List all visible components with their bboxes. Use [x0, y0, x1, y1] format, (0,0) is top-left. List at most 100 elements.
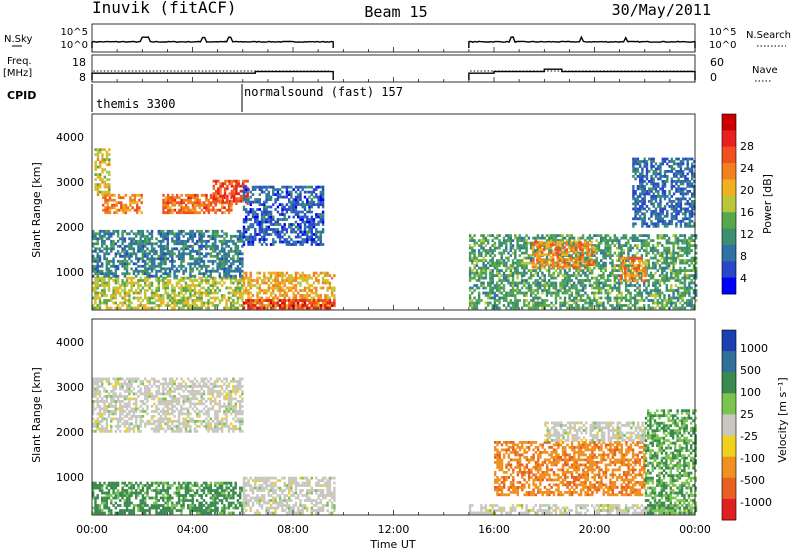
power-cell	[531, 243, 535, 247]
power-cell	[297, 276, 300, 280]
power-cell	[549, 240, 553, 244]
power-cell	[150, 284, 154, 287]
power-cell	[595, 281, 598, 285]
power-cell	[288, 200, 291, 204]
power-cell	[141, 259, 145, 263]
power-cell	[532, 306, 535, 310]
power-cell	[591, 244, 594, 247]
power-cell	[658, 274, 662, 277]
power-cell	[471, 251, 474, 255]
power-cell	[235, 199, 238, 203]
power-cell	[242, 235, 246, 239]
power-cell	[141, 306, 145, 310]
power-cell	[477, 249, 481, 252]
power-cell	[241, 296, 244, 300]
power-cell	[223, 192, 227, 196]
power-cell	[299, 198, 302, 201]
power-cell	[317, 301, 320, 305]
power-cell	[301, 238, 304, 241]
power-cell	[597, 261, 601, 265]
power-cell	[92, 264, 95, 268]
power-cell	[144, 254, 147, 258]
power-cell	[153, 259, 156, 263]
power-cell	[123, 229, 127, 233]
power-cell	[171, 252, 174, 256]
power-cell	[216, 257, 219, 261]
power-cell	[487, 266, 490, 270]
power-cell	[597, 301, 601, 305]
power-cell	[196, 198, 199, 202]
power-cell	[633, 289, 637, 292]
power-cell	[489, 276, 492, 280]
power-cell	[688, 251, 691, 255]
power-cell	[477, 266, 481, 270]
power-cell	[303, 233, 307, 236]
power-cell	[121, 262, 124, 266]
power-cell	[260, 279, 264, 282]
power-cell	[509, 269, 512, 272]
power-cell	[628, 279, 632, 283]
power-cell	[290, 185, 293, 189]
power-cell	[661, 234, 664, 237]
power-cell	[125, 267, 129, 271]
power-cell	[150, 306, 154, 310]
power-cell	[182, 206, 186, 210]
power-cell	[191, 247, 194, 251]
power-cell	[613, 279, 616, 282]
power-cell	[635, 274, 638, 278]
power-cell	[692, 266, 696, 270]
power-cell	[205, 254, 208, 258]
power-cell	[572, 245, 575, 249]
power-cell	[627, 254, 630, 257]
power-cell	[98, 237, 102, 241]
power-cell	[267, 304, 270, 307]
power-cell	[105, 190, 109, 194]
power-cell	[554, 269, 558, 272]
power-cell	[150, 257, 154, 261]
power-cell	[561, 244, 564, 247]
power-cell	[112, 279, 115, 282]
power-cell	[202, 244, 206, 248]
power-cell	[683, 266, 687, 270]
power-cell	[310, 198, 313, 201]
power-cell	[164, 286, 167, 290]
power-cell	[629, 281, 632, 285]
power-cell	[319, 195, 322, 199]
power-cell	[96, 274, 99, 278]
power-cell	[155, 264, 158, 268]
power-cell	[579, 281, 583, 285]
power-cell	[96, 148, 100, 152]
power-cell	[649, 249, 653, 252]
power-cell	[473, 244, 476, 247]
power-cell	[162, 229, 165, 233]
power-cell	[475, 241, 479, 245]
power-cell	[618, 279, 621, 282]
power-cell	[173, 286, 176, 290]
power-cell	[477, 294, 481, 297]
power-cell	[498, 261, 501, 265]
power-cell	[667, 236, 671, 240]
power-cell	[695, 246, 698, 250]
power-cell	[191, 294, 194, 297]
power-cell	[281, 230, 284, 234]
power-cell	[166, 208, 170, 212]
power-cell	[600, 236, 603, 240]
power-cell	[128, 254, 131, 258]
power-cell	[690, 269, 693, 272]
power-cell	[122, 211, 125, 215]
power-cell	[670, 254, 673, 257]
power-cell	[654, 294, 657, 297]
power-cell	[489, 254, 492, 257]
power-cell	[319, 299, 322, 302]
power-cell	[144, 242, 147, 246]
power-cell	[549, 260, 553, 264]
power-cell	[106, 208, 109, 212]
power-cell	[317, 274, 320, 277]
power-cell	[180, 286, 183, 290]
power-cell	[258, 188, 261, 191]
power-cell	[505, 261, 508, 265]
power-cell	[602, 301, 605, 305]
power-cell	[505, 299, 508, 302]
power-cell	[523, 291, 526, 295]
power-cell	[214, 189, 218, 193]
